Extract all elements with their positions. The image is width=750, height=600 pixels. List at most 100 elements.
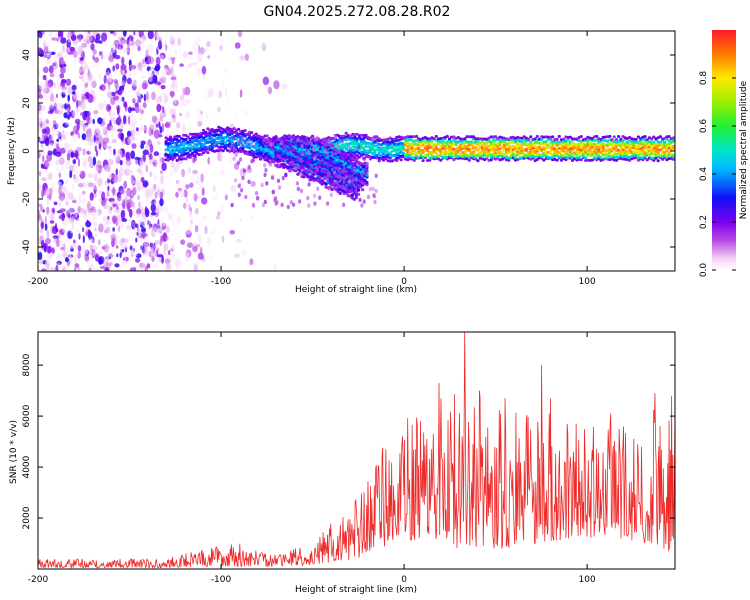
heatmap-cell [77,178,81,184]
heatmap-cell [535,134,539,138]
heatmap-cell [198,44,201,55]
heatmap-cell [310,134,315,138]
heatmap-cell [60,82,66,88]
heatmap-cell [372,194,376,199]
heatmap-cell [46,264,52,271]
heatmap-cell [472,135,476,139]
heatmap-cell [97,117,103,125]
heatmap-cell [40,268,47,271]
heatmap-cell [363,178,367,183]
heatmap-cell [217,128,221,132]
heatmap-cell [76,99,79,109]
heatmap-cell [165,236,169,241]
heatmap-cell [397,156,401,160]
heatmap-cell [131,84,137,91]
heatmap-cell [230,140,234,144]
y-tick-label: -40 [22,239,32,254]
heatmap-cell [63,142,70,151]
heatmap-cell [49,72,55,78]
heatmap-cell [641,138,645,141]
heatmap-cell [333,145,337,149]
heatmap-cell [196,108,203,117]
heatmap-cell [153,174,158,181]
heatmap-cell [62,225,67,233]
heatmap-cell [230,185,237,193]
heatmap-cell [116,44,124,50]
y-tick-label: 20 [22,97,32,109]
heatmap-cell [354,159,358,164]
heatmap-cell [421,159,425,163]
heatmap-cell [56,37,60,42]
heatmap-cell [70,131,75,137]
heatmap-cell [68,207,75,213]
heatmap-cell [327,186,331,191]
heatmap-cell [164,258,171,264]
heatmap-cell [236,238,242,243]
heatmap-cell [292,140,296,144]
heatmap-cell [81,42,88,48]
heatmap-cell [170,167,173,177]
heatmap-cell [306,195,310,201]
heatmap-cell [153,151,160,157]
heatmap-cell [160,85,166,90]
heatmap-cell [263,199,267,205]
heatmap-cell [67,254,74,258]
heatmap-cell [152,159,158,168]
heatmap-cell [111,111,116,117]
heatmap-cell [176,180,180,185]
heatmap-cell [272,160,276,164]
heatmap-cell [47,103,55,108]
heatmap-cell [63,230,68,238]
heatmap-cell [226,97,230,107]
heatmap-cell [82,235,85,244]
x-tick-label: 100 [579,277,596,287]
heatmap-cell [242,168,247,173]
heatmap-cell [146,91,149,101]
heatmap-cell [590,146,594,150]
heatmap-cell [357,166,361,170]
heatmap-cell [179,94,185,101]
heatmap-cell [206,41,211,48]
heatmap-cell [208,140,212,144]
y-tick-label: 8000 [22,353,32,376]
heatmap-cell [103,74,107,84]
heatmap-cell [142,102,147,109]
heatmap-cell [58,157,65,166]
heatmap-cell [49,267,56,271]
heatmap-cell [188,223,193,231]
heatmap-cell [100,84,106,91]
heatmap-cell [53,82,56,89]
heatmap-cell [72,166,79,174]
heatmap-cell [157,188,160,195]
heatmap-cell [154,31,160,40]
heatmap-cell [472,145,476,149]
heatmap-cell [67,86,73,95]
heatmap-cell [183,103,188,107]
heatmap-cell [71,84,77,91]
heatmap-cell [120,132,124,142]
heatmap-cell [190,151,195,155]
heatmap-cell [81,190,86,195]
heatmap-cell [595,134,599,138]
heatmap-cell [217,154,222,162]
heatmap-cell [357,155,361,159]
heatmap-cell [176,216,182,225]
heatmap-cell [86,200,92,210]
heatmap-cell [81,133,87,141]
heatmap-cell [201,143,206,147]
heatmap-cell [201,187,205,196]
heatmap-cell [368,155,372,160]
heatmap-cell [94,166,99,172]
heatmap-cell [219,132,223,136]
heatmap-cell [357,144,361,150]
heatmap-cell [83,38,89,43]
heatmap-cell [181,168,186,178]
heatmap-cell [141,215,147,223]
heatmap-cell [151,115,157,124]
heatmap-cell [112,186,115,196]
heatmap-cell [184,157,188,161]
heatmap-cell [121,40,127,44]
heatmap-cell [187,203,191,211]
heatmap-cell [240,142,244,148]
heatmap-cell [70,34,77,41]
